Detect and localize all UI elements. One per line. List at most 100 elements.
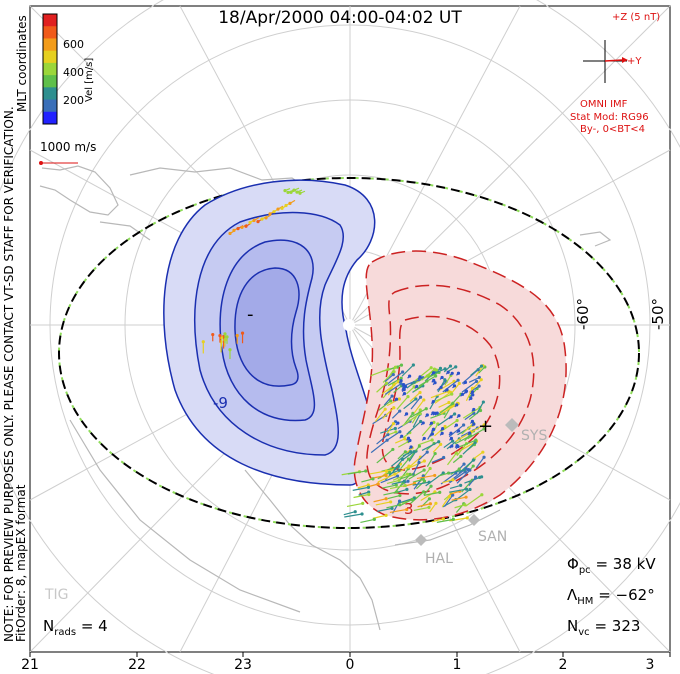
velocity-vector-origin	[433, 411, 437, 415]
velocity-vector-origin	[276, 207, 280, 211]
velocity-vector-origin	[288, 201, 292, 205]
velocity-vector	[410, 396, 422, 410]
velocity-vector-origin	[417, 444, 422, 448]
velocity-vector	[448, 424, 464, 438]
velocity-vector-origin	[421, 477, 425, 481]
velocity-vector-origin	[384, 469, 389, 473]
velocity-vector-origin	[376, 482, 380, 486]
velocity-vector	[380, 427, 396, 434]
velocity-vector-origin	[429, 366, 433, 370]
velocity-vector	[417, 439, 433, 446]
velocity-vector-origin	[451, 493, 455, 497]
velocity-vector-origin	[439, 385, 443, 389]
velocity-vector-origin	[445, 388, 449, 392]
velocity-vector	[372, 514, 387, 519]
velocity-vector-origin	[460, 392, 465, 396]
velocity-vector	[384, 383, 402, 395]
velocity-vector	[376, 434, 389, 445]
velocity-vector-origin	[422, 459, 426, 463]
velocity-vector-origin	[419, 419, 423, 424]
velocity-vector	[386, 504, 400, 509]
velocity-vector-origin	[425, 450, 429, 454]
velocity-vector	[383, 395, 393, 406]
colorbar-swatch	[43, 26, 57, 39]
velocity-vector	[436, 402, 454, 416]
velocity-vector-origin	[391, 447, 395, 452]
velocity-vector-origin	[401, 370, 405, 374]
velocity-vector-origin	[397, 499, 402, 503]
velocity-vector-origin	[228, 231, 232, 236]
velocity-vector-origin	[422, 436, 426, 441]
velocity-vector-origin	[372, 517, 376, 522]
velocity-vector-origin	[451, 478, 455, 482]
velocity-vector-origin	[449, 415, 453, 419]
velocity-vector-origin	[466, 468, 471, 472]
velocity-vector	[413, 506, 430, 512]
mlt-label-3: 3	[645, 657, 655, 673]
velocity-vector-origin	[392, 406, 396, 410]
velocity-vector	[426, 453, 436, 467]
velocity-vector-origin	[402, 479, 406, 483]
velocity-vector	[391, 480, 405, 485]
colorbar-swatch	[43, 75, 57, 88]
velocity-vector	[413, 380, 428, 392]
velocity-vector-origin	[433, 451, 437, 456]
velocity-vector-origin	[421, 421, 425, 425]
contour-label-negative: -9	[213, 394, 228, 412]
velocity-vector-origin	[470, 390, 475, 394]
velocity-vector-origin	[384, 497, 388, 501]
velocity-vector	[392, 458, 404, 472]
velocity-vector	[352, 486, 369, 491]
velocity-vector-origin	[394, 430, 398, 434]
velocity-vector	[401, 364, 414, 377]
velocity-vector	[465, 494, 483, 507]
velocity-vector-origin	[398, 493, 402, 498]
velocity-vector-origin	[260, 217, 264, 221]
velocity-vector-origin	[425, 413, 429, 417]
velocity-vector-origin	[383, 407, 387, 411]
velocity-vector-origin	[443, 378, 447, 382]
velocity-vector	[344, 513, 363, 518]
velocity-vector	[429, 502, 437, 513]
velocity-vector-origin	[438, 490, 442, 494]
velocity-vector-origin	[405, 507, 409, 512]
velocity-vector-origin	[389, 500, 393, 504]
velocity-vector-origin	[454, 423, 459, 427]
velocity-vector-origin	[393, 365, 398, 369]
velocity-vector-origin	[397, 397, 401, 401]
velocity-vector-origin	[292, 188, 296, 192]
velocity-vector	[476, 401, 484, 415]
velocity-vector-origin	[248, 220, 252, 225]
velocity-vector-origin	[434, 501, 438, 505]
velocity-vector-origin	[451, 439, 455, 443]
velocity-vector-origin	[405, 487, 409, 492]
velocity-vector-origin	[384, 381, 389, 385]
velocity-vector	[382, 484, 397, 489]
reference-vector	[39, 161, 78, 165]
site-hal: HAL	[425, 551, 453, 567]
site-sys: SYS	[521, 428, 548, 444]
velocity-vector-origin	[464, 390, 468, 394]
velocity-vector	[394, 438, 406, 444]
velocity-vector-origin	[427, 480, 431, 484]
velocity-vector-origin	[459, 454, 463, 458]
velocity-vector-origin	[471, 464, 475, 468]
mlt-label-21: 21	[21, 657, 39, 673]
velocity-vector-origin	[439, 442, 443, 446]
velocity-vector	[413, 399, 425, 414]
colorbar-swatch	[43, 62, 57, 76]
velocity-vector-origin	[481, 400, 485, 404]
velocity-vector	[343, 511, 356, 516]
colorbar-label: Vel [m/s]	[84, 57, 95, 102]
velocity-vector	[384, 371, 403, 387]
velocity-vector	[449, 484, 461, 489]
velocity-vector-origin	[397, 468, 401, 472]
velocity-vector-origin	[472, 407, 476, 412]
velocity-vector-origin	[408, 472, 412, 476]
velocity-vector	[380, 475, 398, 484]
phi-pc: Φpc = 38 kV	[567, 555, 656, 576]
velocity-vector-origin	[386, 367, 390, 371]
velocity-vector-origin	[366, 485, 371, 489]
velocity-vector	[454, 435, 471, 445]
velocity-vector	[377, 507, 393, 512]
